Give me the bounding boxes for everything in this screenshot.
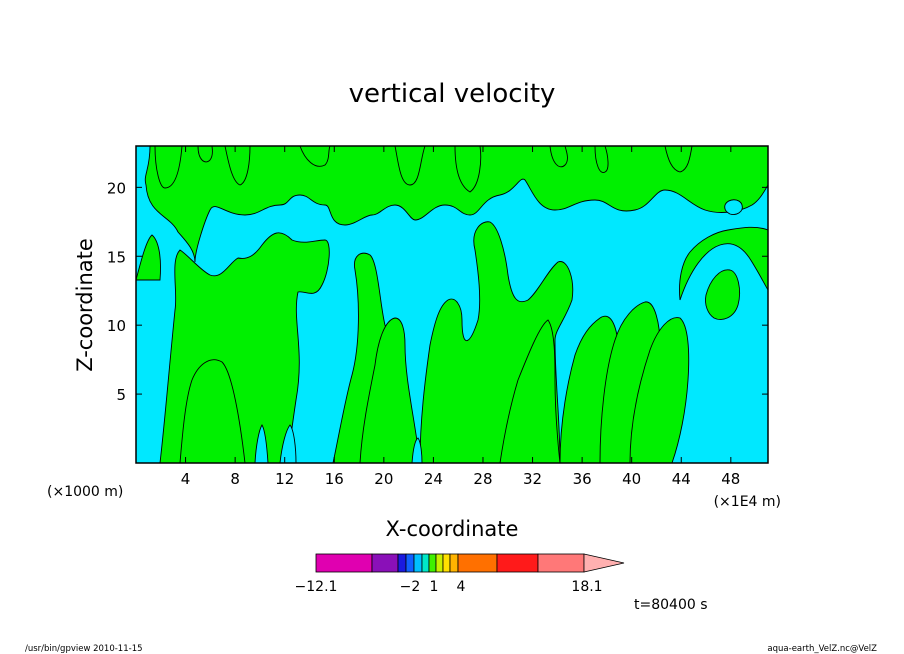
plot-frame <box>135 145 769 464</box>
x-tick-label: 28 <box>473 470 492 488</box>
colorbar-segment <box>496 553 539 573</box>
colorbar-segment <box>405 553 415 573</box>
footer-left: /usr/bin/gpview 2010-11-15 <box>25 644 143 654</box>
colorbar-arrow <box>583 553 625 573</box>
colorbar-labels: −12.1 −2 1 4 18.1 <box>295 579 603 595</box>
x-tick-label: 32 <box>523 470 542 488</box>
positive-region-22 <box>705 269 741 320</box>
negative-cell-3 <box>254 424 269 463</box>
x-axis: 4 8 12 16 20 24 28 32 36 40 44 48 <box>181 146 740 488</box>
x-axis-label: X-coordinate <box>386 517 519 541</box>
negative-cell-1 <box>724 199 743 215</box>
x-tick-label: 16 <box>325 470 344 488</box>
positive-region-3 <box>197 146 213 163</box>
positive-region-13 <box>179 359 246 463</box>
colorbar-segment <box>421 553 430 573</box>
positive-region-21 <box>679 226 768 301</box>
plot-area <box>135 145 769 464</box>
colorbar-label: 1 <box>430 579 439 595</box>
x-tick-label: 36 <box>573 470 592 488</box>
positive-region-8 <box>549 146 568 168</box>
colorbar-segment <box>397 553 407 573</box>
time-label: t=80400 s <box>634 597 708 613</box>
colorbar-segment <box>449 553 459 573</box>
colorbar-segment <box>371 553 399 573</box>
positive-region-5 <box>299 146 331 167</box>
x-tick-label: 4 <box>181 470 191 488</box>
positive-region-7 <box>454 146 482 193</box>
x-unit-left: (×1000 m) <box>47 484 123 500</box>
positive-region-1 <box>136 146 768 263</box>
colorbar-segment <box>435 553 444 573</box>
footer-right: aqua-earth_VelZ.nc@VelZ <box>767 644 877 654</box>
positive-region-2 <box>154 146 183 189</box>
colorbar-segment <box>413 553 423 573</box>
positive-region-9 <box>594 146 609 173</box>
x-tick-label: 24 <box>424 470 443 488</box>
x-tick-label: 8 <box>230 470 240 488</box>
colorbar-segment <box>442 553 451 573</box>
colorbar-label: 18.1 <box>571 579 602 595</box>
x-tick-label: 12 <box>275 470 294 488</box>
y-tick-label: 20 <box>107 179 126 197</box>
x-tick-label: 44 <box>672 470 691 488</box>
x-unit-right: (×1E4 m) <box>714 494 781 510</box>
colorbar <box>315 553 625 573</box>
y-tick-label: 15 <box>107 248 126 266</box>
y-tick-label: 10 <box>107 317 126 335</box>
positive-region-17 <box>499 319 561 463</box>
positive-region-15 <box>359 317 421 463</box>
negative-cell-2 <box>279 424 297 463</box>
positive-region-4 <box>224 146 251 186</box>
x-tick-label: 48 <box>721 470 740 488</box>
velocity-field <box>136 146 768 463</box>
colorbar-label: 4 <box>457 579 466 595</box>
y-tick-label: 5 <box>116 386 126 404</box>
x-tick-label: 40 <box>622 470 641 488</box>
colorbar-segment <box>315 553 373 573</box>
y-axis-label: Z-coordinate <box>73 238 97 372</box>
positive-region-10 <box>664 146 693 173</box>
colorbar-segment <box>457 553 498 573</box>
y-axis: 5 10 15 20 <box>107 179 768 404</box>
positive-region-11 <box>136 234 161 281</box>
positive-region-20 <box>629 317 690 463</box>
negative-cell-4 <box>411 437 423 463</box>
colorbar-segment <box>537 553 585 573</box>
colorbar-segment <box>428 553 437 573</box>
colorbar-label: −12.1 <box>295 579 338 595</box>
x-tick-label: 20 <box>374 470 393 488</box>
positive-region-6 <box>394 146 426 186</box>
colorbar-label: −2 <box>400 579 421 595</box>
chart-title: vertical velocity <box>349 79 556 109</box>
